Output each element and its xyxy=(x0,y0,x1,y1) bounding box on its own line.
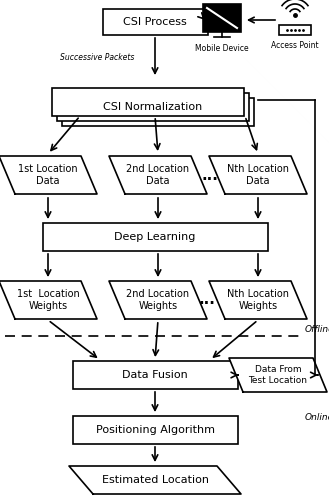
Bar xyxy=(62,98,254,126)
Bar xyxy=(103,9,208,35)
Text: Nth Location
Data: Nth Location Data xyxy=(227,164,289,186)
Text: ...: ... xyxy=(202,168,218,182)
Bar xyxy=(203,4,241,32)
Polygon shape xyxy=(109,156,207,194)
Text: Positioning Algorithm: Positioning Algorithm xyxy=(95,425,215,435)
Text: Deep Learning: Deep Learning xyxy=(114,232,196,242)
Polygon shape xyxy=(0,281,97,319)
Text: 2nd Location
Data: 2nd Location Data xyxy=(126,164,190,186)
Text: Data From
Test Location: Data From Test Location xyxy=(248,366,308,384)
Polygon shape xyxy=(209,281,307,319)
Polygon shape xyxy=(0,156,97,194)
Polygon shape xyxy=(69,466,241,494)
Text: 2nd Location
Weights: 2nd Location Weights xyxy=(126,289,190,311)
Text: 1st Location
Data: 1st Location Data xyxy=(18,164,78,186)
Polygon shape xyxy=(109,281,207,319)
Text: CSI Process: CSI Process xyxy=(123,17,187,27)
Text: ...: ... xyxy=(199,292,215,308)
Polygon shape xyxy=(229,358,327,392)
Text: Data Fusion: Data Fusion xyxy=(122,370,188,380)
Text: Nth Location
Weights: Nth Location Weights xyxy=(227,289,289,311)
Text: Estimated Location: Estimated Location xyxy=(102,475,209,485)
Bar xyxy=(279,25,311,35)
Bar xyxy=(52,88,244,116)
Text: CSI Normalization: CSI Normalization xyxy=(103,102,203,112)
Text: Mobile Device: Mobile Device xyxy=(195,44,249,53)
Bar xyxy=(72,361,238,389)
Bar xyxy=(72,416,238,444)
Polygon shape xyxy=(209,156,307,194)
Text: Successive Packets: Successive Packets xyxy=(60,52,134,62)
Bar xyxy=(57,93,249,121)
Text: Online: Online xyxy=(305,414,329,422)
Bar xyxy=(42,223,267,251)
Text: 1st  Location
Weights: 1st Location Weights xyxy=(17,289,79,311)
Text: Access Point: Access Point xyxy=(271,41,319,50)
Text: Offline: Offline xyxy=(305,326,329,334)
